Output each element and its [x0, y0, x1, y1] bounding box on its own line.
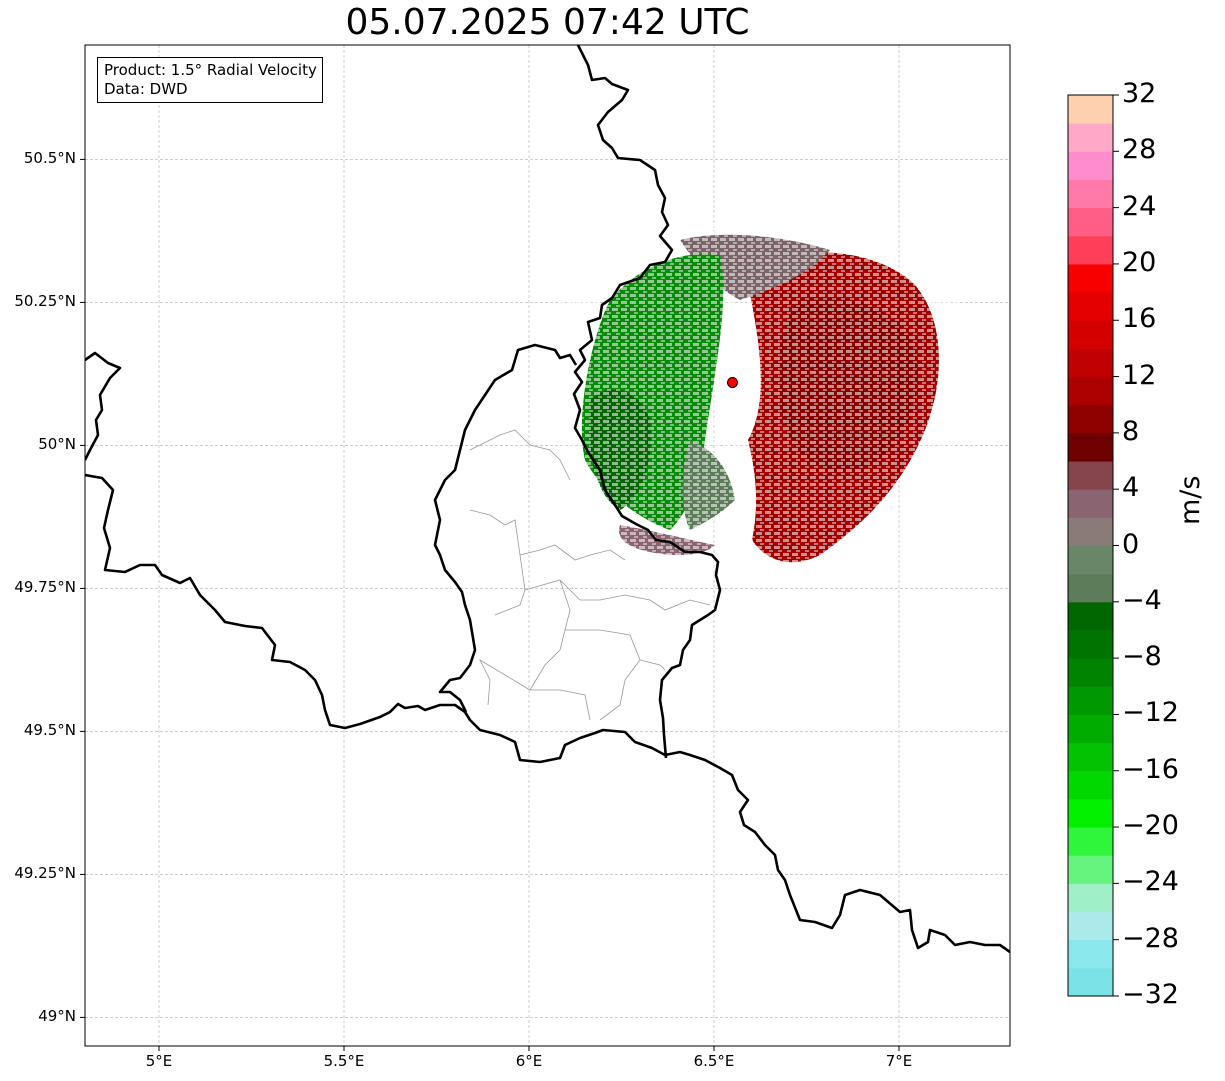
y-tick-label: 50°N: [38, 435, 76, 454]
colorbar-segment: [1068, 123, 1113, 152]
colorbar-tick-label: −28: [1122, 922, 1179, 954]
colorbar-tick-label: −24: [1122, 866, 1179, 898]
y-tick-label: 49.5°N: [23, 721, 76, 740]
product-info-box: Product: 1.5° Radial Velocity Data: DWD: [97, 57, 323, 103]
plot-frame: [84, 44, 1011, 1047]
colorbar-segment: [1068, 207, 1113, 237]
colorbar-segment: [1068, 686, 1113, 715]
colorbar-segment: [1068, 179, 1113, 209]
colorbar-tick-label: 8: [1122, 415, 1140, 447]
colorbar-segment: [1068, 545, 1113, 575]
y-tick-label: 49.25°N: [14, 864, 76, 883]
colorbar-tick-label: 24: [1122, 190, 1157, 222]
colorbar-tick-label: −12: [1122, 697, 1179, 729]
x-tick-label: 6°E: [515, 1052, 543, 1070]
colorbar-segment: [1068, 855, 1113, 884]
colorbar-segment: [1068, 517, 1113, 546]
colorbar-segment: [1068, 967, 1113, 997]
x-tick-label: 5°E: [145, 1052, 173, 1070]
colorbar-segment: [1068, 95, 1113, 124]
colorbar-segment: [1068, 151, 1113, 180]
colorbar-segment: [1068, 461, 1113, 490]
colorbar-segment: [1068, 714, 1113, 744]
colorbar-segment: [1068, 376, 1113, 406]
x-tick-label: 7°E: [885, 1052, 913, 1070]
x-tick-label: 6.5°E: [693, 1052, 735, 1070]
colorbar-tick-label: 4: [1122, 472, 1140, 504]
colorbar-tick-label: 28: [1122, 134, 1157, 166]
colorbar-segment: [1068, 489, 1113, 518]
national-borders: [85, 45, 1010, 954]
x-tick-label: 5.5°E: [323, 1052, 365, 1070]
colorbar-segment: [1068, 348, 1113, 378]
map-title: 05.07.2025 07:42 UTC: [345, 2, 750, 43]
radar-echoes: [560, 220, 960, 580]
colorbar-segment: [1068, 601, 1113, 631]
y-tick-label: 49°N: [38, 1007, 76, 1026]
colorbar-tick-label: −20: [1122, 810, 1179, 842]
colorbar: [1067, 94, 1119, 997]
internal-boundaries: [469, 429, 711, 721]
colorbar-segment: [1068, 404, 1113, 434]
colorbar-tick-label: 12: [1122, 359, 1157, 391]
colorbar-segment: [1068, 320, 1113, 349]
y-tick-label: 50.25°N: [14, 292, 76, 311]
colorbar-tick-label: 0: [1122, 528, 1140, 560]
colorbar-segment: [1068, 827, 1113, 856]
colorbar-segment: [1068, 263, 1113, 293]
colorbar-segment: [1068, 911, 1113, 941]
colorbar-tick-label: 32: [1122, 78, 1157, 109]
radar-site-marker: [727, 376, 738, 388]
colorbar-segment: [1068, 770, 1113, 800]
y-tick-label: 50.5°N: [23, 149, 76, 168]
colorbar-segment: [1068, 742, 1113, 772]
colorbar-segment: [1068, 292, 1113, 321]
axis-ticks: [80, 158, 900, 1051]
data-source-label: Data: DWD: [104, 80, 188, 98]
colorbar-tick-label: −16: [1122, 753, 1179, 785]
colorbar-tick-label: −8: [1122, 641, 1162, 673]
colorbar-segment: [1068, 235, 1113, 265]
colorbar-segment: [1068, 629, 1113, 659]
colorbar-segment: [1068, 573, 1113, 603]
y-tick-label: 49.75°N: [14, 578, 76, 597]
colorbar-segment: [1068, 939, 1113, 969]
colorbar-segment: [1068, 658, 1113, 687]
colorbar-tick-label: 16: [1122, 303, 1157, 335]
colorbar-segment: [1068, 883, 1113, 913]
colorbar-segment: [1068, 798, 1113, 828]
colorbar-tick-label: −32: [1122, 979, 1179, 1010]
colorbar-tick-label: 20: [1122, 246, 1157, 278]
colorbar-tick-label: −4: [1122, 584, 1162, 616]
colorbar-label: m/s: [1175, 475, 1206, 525]
colorbar-segment: [1068, 432, 1113, 462]
product-label: Product: 1.5° Radial Velocity: [104, 61, 317, 79]
